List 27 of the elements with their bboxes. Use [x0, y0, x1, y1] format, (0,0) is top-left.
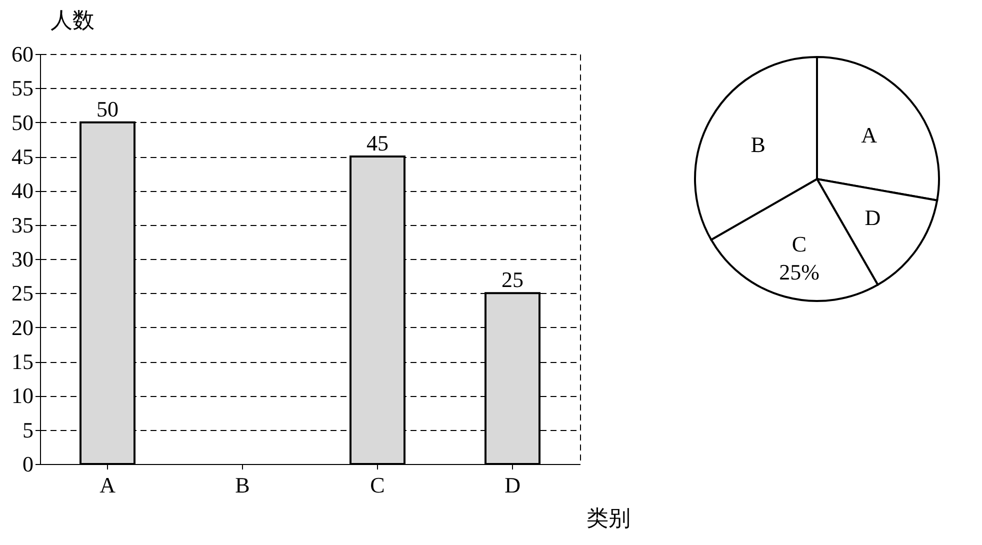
x-axis-title: 类别	[586, 506, 630, 530]
y-tick-label: 25	[12, 280, 34, 306]
y-tick-label: 35	[12, 212, 34, 238]
y-tick-label: 50	[12, 110, 34, 135]
slice-label: A	[861, 122, 878, 148]
data-label: 50	[96, 96, 118, 122]
slice-label: B	[750, 132, 766, 157]
y-tick-label: 5	[22, 417, 34, 442]
y-tick-label: 55	[12, 76, 34, 101]
data-label: 25	[502, 267, 524, 292]
data-label: 25%	[779, 260, 820, 285]
y-tick-label: 45	[12, 144, 34, 169]
x-tick-label: D	[504, 472, 520, 498]
y-tick-label: 0	[22, 452, 34, 476]
y-tick-label: 30	[12, 246, 34, 272]
y-tick-label: 15	[12, 349, 34, 374]
y-axis-title: 人数	[50, 8, 94, 32]
x-tick-label: B	[235, 472, 250, 498]
x-tick-label: C	[370, 472, 385, 498]
slice-label: D	[864, 205, 881, 230]
y-tick-label: 20	[12, 314, 34, 340]
slice-label: C	[792, 232, 807, 257]
data-label: 45	[366, 130, 388, 156]
x-tick-label: A	[100, 472, 116, 498]
y-tick-label: 40	[12, 178, 34, 204]
y-tick-label: 10	[12, 383, 34, 408]
y-tick-label: 60	[12, 42, 34, 66]
